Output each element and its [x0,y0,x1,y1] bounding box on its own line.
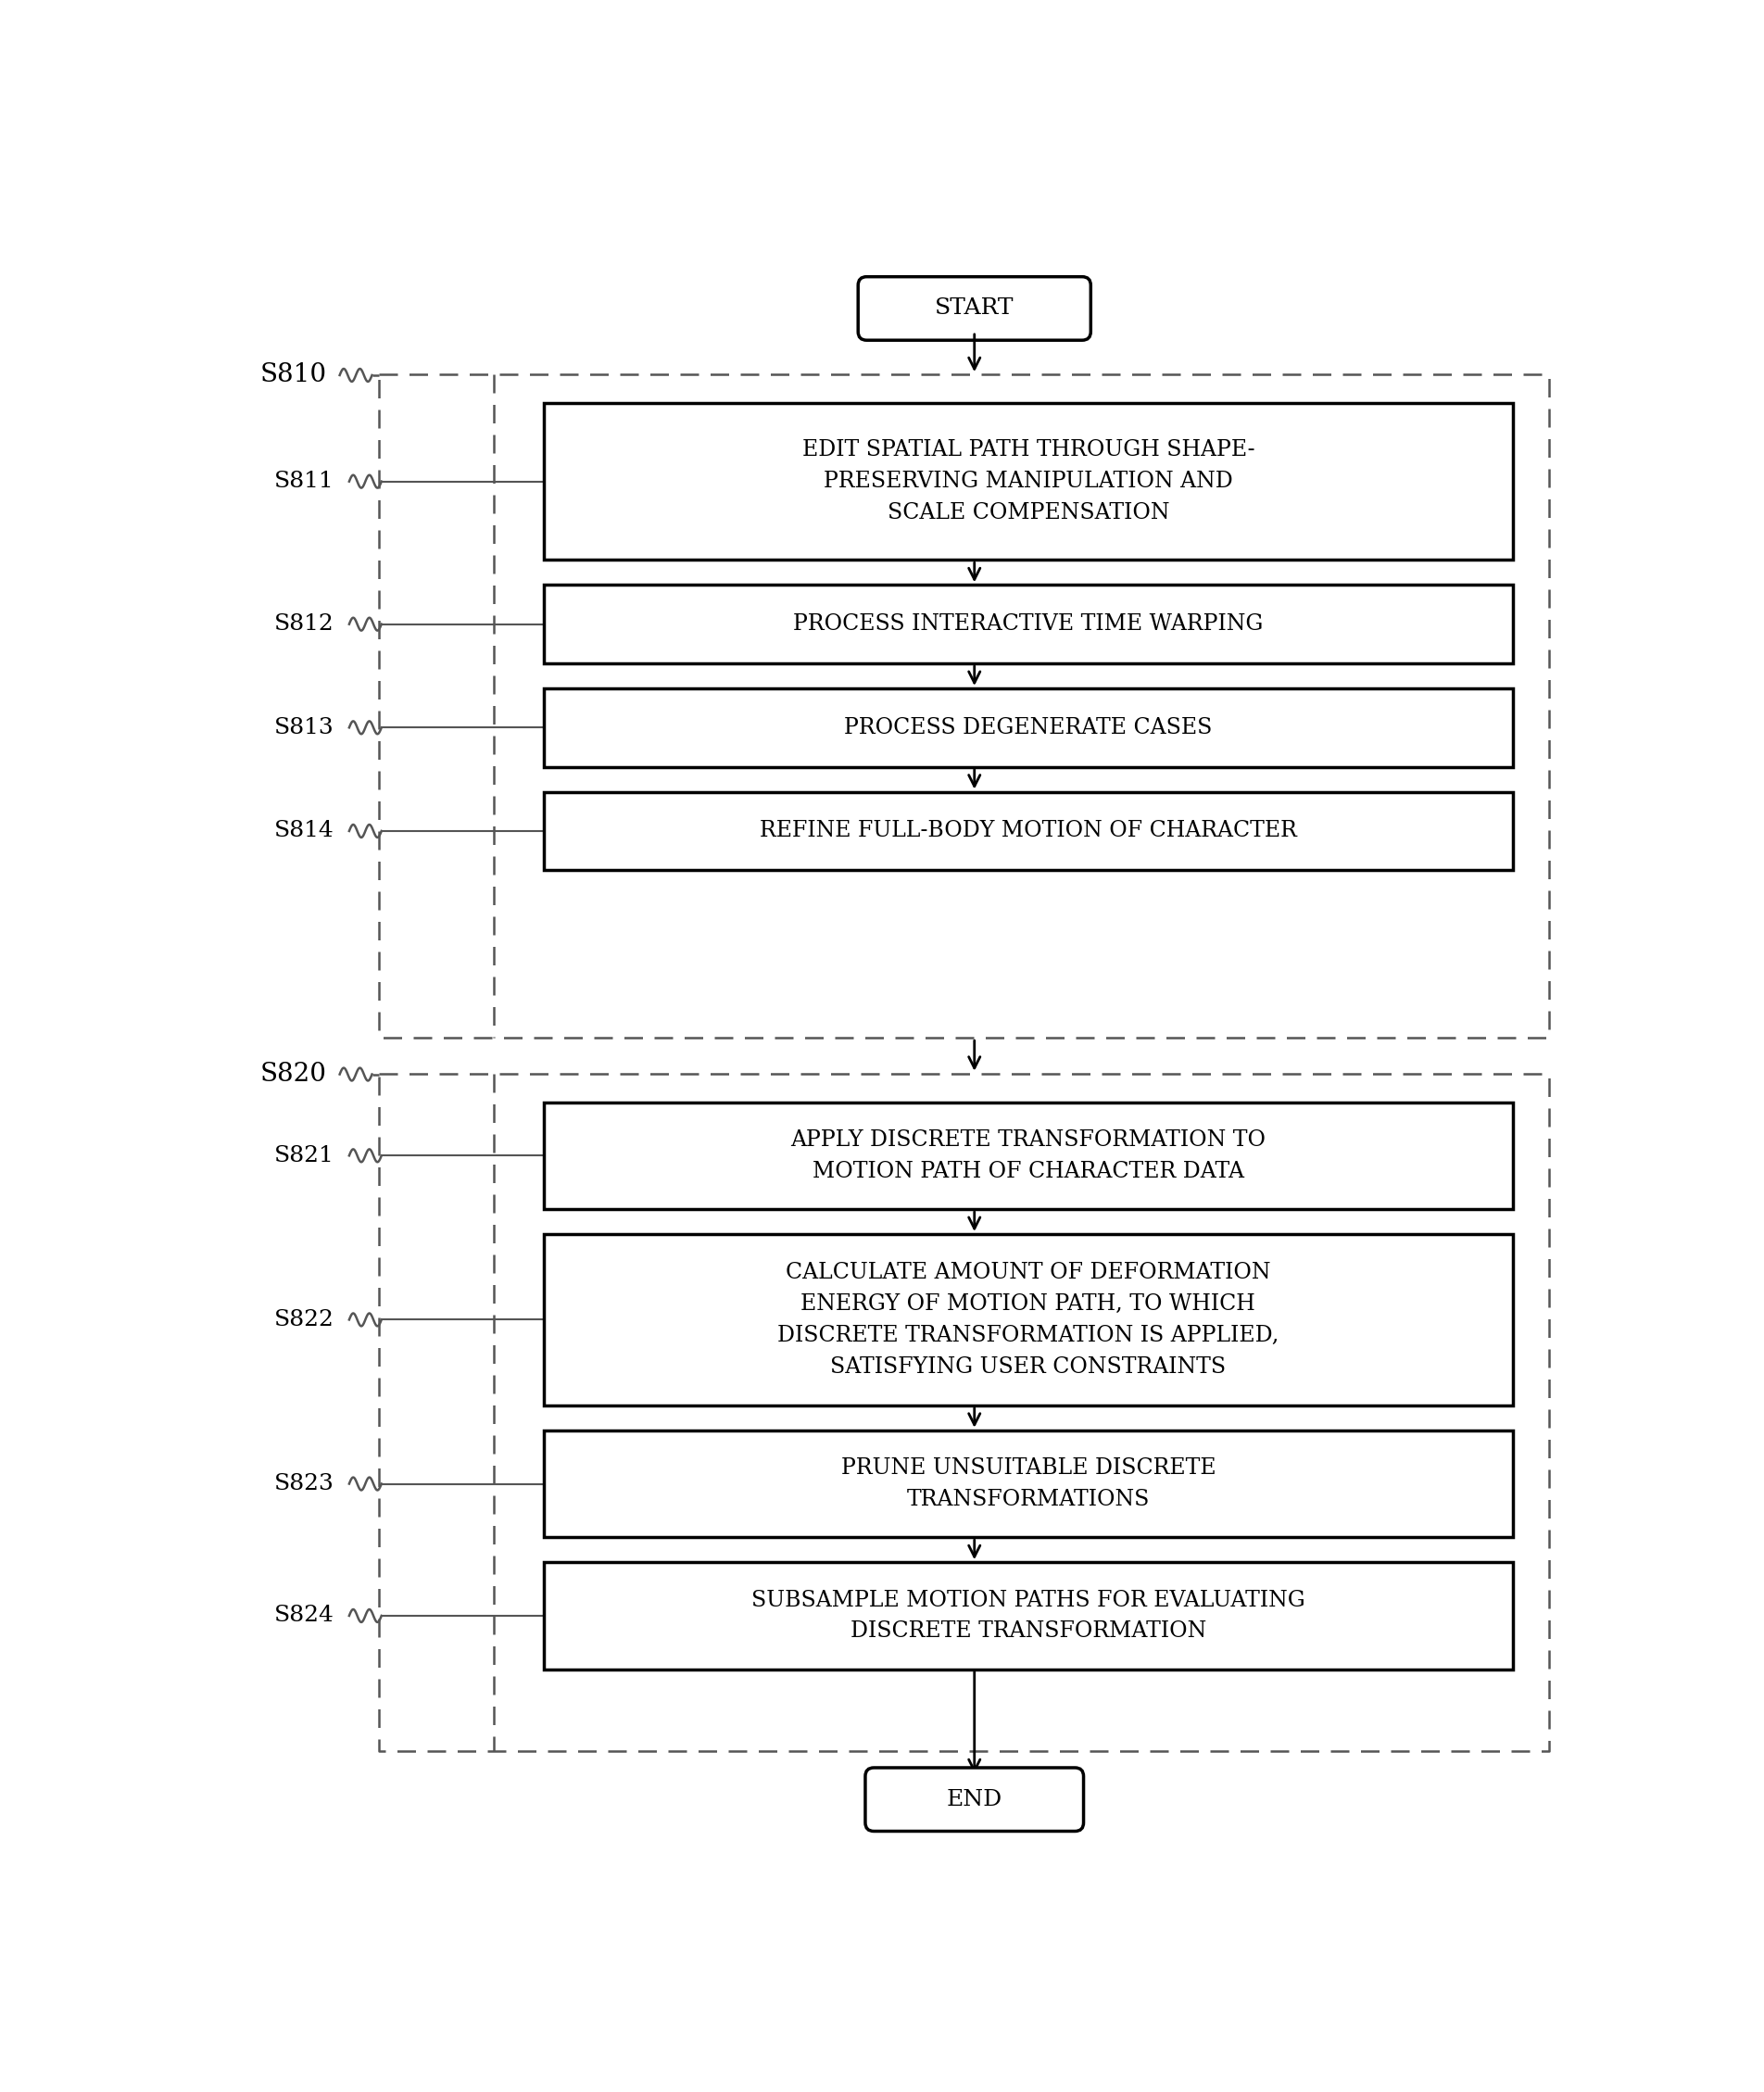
FancyBboxPatch shape [543,1234,1514,1406]
Text: APPLY DISCRETE TRANSFORMATION TO
MOTION PATH OF CHARACTER DATA: APPLY DISCRETE TRANSFORMATION TO MOTION … [790,1130,1267,1182]
Text: S810: S810 [259,362,326,387]
Text: PRUNE UNSUITABLE DISCRETE
TRANSFORMATIONS: PRUNE UNSUITABLE DISCRETE TRANSFORMATION… [841,1458,1215,1510]
Text: S821: S821 [275,1144,335,1165]
FancyBboxPatch shape [543,688,1514,768]
FancyBboxPatch shape [866,1768,1083,1830]
Text: S822: S822 [275,1310,335,1331]
Text: START: START [935,297,1014,320]
Text: CALCULATE AMOUNT OF DEFORMATION
ENERGY OF MOTION PATH, TO WHICH
DISCRETE TRANSFO: CALCULATE AMOUNT OF DEFORMATION ENERGY O… [778,1261,1279,1377]
FancyBboxPatch shape [543,404,1514,561]
FancyBboxPatch shape [543,586,1514,663]
Text: END: END [947,1789,1002,1810]
Text: S820: S820 [259,1063,326,1088]
FancyBboxPatch shape [543,1563,1514,1669]
Text: PROCESS INTERACTIVE TIME WARPING: PROCESS INTERACTIVE TIME WARPING [794,613,1263,634]
FancyBboxPatch shape [543,1431,1514,1538]
Text: SUBSAMPLE MOTION PATHS FOR EVALUATING
DISCRETE TRANSFORMATION: SUBSAMPLE MOTION PATHS FOR EVALUATING DI… [751,1590,1305,1642]
Text: S824: S824 [275,1605,335,1625]
Text: S811: S811 [275,471,333,492]
Text: REFINE FULL-BODY MOTION OF CHARACTER: REFINE FULL-BODY MOTION OF CHARACTER [760,820,1297,841]
Text: S823: S823 [275,1473,335,1494]
Text: EDIT SPATIAL PATH THROUGH SHAPE-
PRESERVING MANIPULATION AND
SCALE COMPENSATION: EDIT SPATIAL PATH THROUGH SHAPE- PRESERV… [803,439,1254,523]
Text: S814: S814 [275,820,335,841]
Text: PROCESS DEGENERATE CASES: PROCESS DEGENERATE CASES [845,718,1212,738]
FancyBboxPatch shape [543,1102,1514,1209]
Text: S813: S813 [275,718,335,738]
FancyBboxPatch shape [543,791,1514,870]
FancyBboxPatch shape [857,276,1090,341]
Text: S812: S812 [275,613,335,634]
